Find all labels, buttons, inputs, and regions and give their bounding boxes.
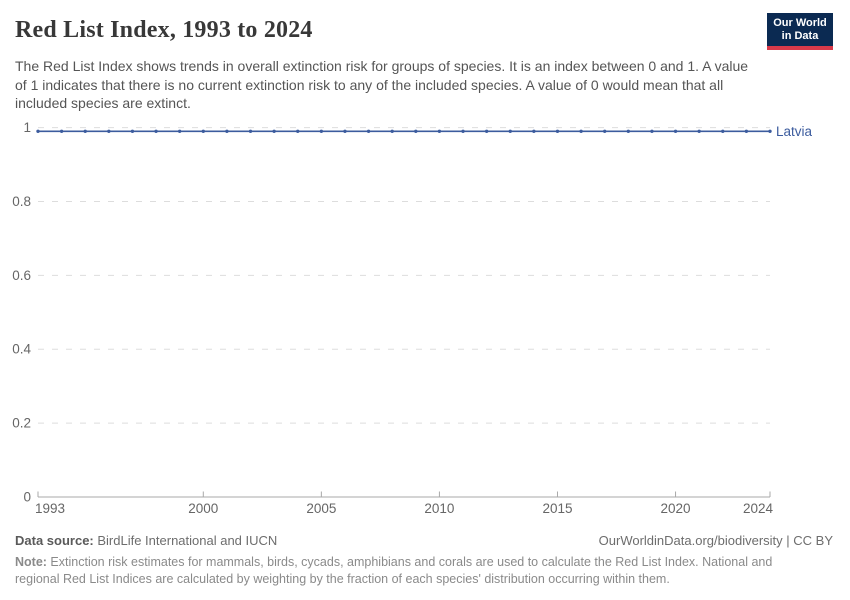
- data-point[interactable]: [272, 129, 276, 133]
- note-label: Note:: [15, 555, 47, 569]
- data-point[interactable]: [461, 129, 465, 133]
- x-tick-label: 2015: [542, 501, 572, 516]
- data-point[interactable]: [201, 129, 205, 133]
- data-point[interactable]: [83, 129, 87, 133]
- y-tick-label: 0.6: [12, 268, 31, 283]
- attribution-link[interactable]: OurWorldinData.org/biodiversity | CC BY: [598, 533, 833, 548]
- data-point[interactable]: [484, 129, 489, 133]
- y-tick-label: 0.4: [12, 342, 31, 357]
- data-point[interactable]: [673, 129, 678, 133]
- data-point[interactable]: [744, 129, 749, 133]
- data-point[interactable]: [319, 129, 324, 133]
- x-tick-label: 1993: [35, 501, 65, 516]
- y-tick-label: 1: [23, 120, 31, 135]
- x-tick-label: 2020: [661, 501, 691, 516]
- data-point[interactable]: [650, 129, 654, 133]
- data-point[interactable]: [36, 129, 40, 133]
- data-point[interactable]: [532, 129, 536, 133]
- data-point[interactable]: [697, 129, 701, 133]
- data-point[interactable]: [603, 129, 607, 133]
- chart-footer: Data source: BirdLife International and …: [15, 533, 833, 587]
- data-source: Data source: BirdLife International and …: [15, 533, 277, 548]
- data-point[interactable]: [107, 129, 111, 133]
- x-tick-label: 2010: [424, 501, 454, 516]
- source-row: Data source: BirdLife International and …: [15, 533, 833, 548]
- data-point[interactable]: [177, 129, 182, 133]
- x-tick-label: 2024: [743, 501, 774, 516]
- data-point[interactable]: [768, 129, 772, 133]
- owid-logo[interactable]: Our World in Data: [767, 13, 833, 50]
- data-point[interactable]: [555, 129, 560, 133]
- data-source-value: BirdLife International and IUCN: [93, 533, 278, 548]
- chart-note: Note: Extinction risk estimates for mamm…: [15, 554, 815, 587]
- data-point[interactable]: [343, 129, 347, 133]
- data-point[interactable]: [508, 129, 512, 133]
- data-point[interactable]: [296, 129, 300, 133]
- data-point[interactable]: [154, 129, 158, 133]
- entity-label[interactable]: Latvia: [776, 124, 813, 139]
- owid-logo-line1: Our World: [773, 16, 827, 29]
- page-title: Red List Index, 1993 to 2024: [15, 17, 313, 43]
- data-point[interactable]: [437, 129, 442, 133]
- owid-logo-line2: in Data: [781, 29, 819, 42]
- data-point[interactable]: [59, 129, 64, 133]
- data-point[interactable]: [390, 129, 394, 133]
- chart-subtitle: The Red List Index shows trends in overa…: [15, 58, 749, 111]
- data-point[interactable]: [366, 129, 371, 133]
- data-point[interactable]: [721, 129, 725, 133]
- note-text: Extinction risk estimates for mammals, b…: [15, 555, 773, 586]
- data-point[interactable]: [225, 129, 229, 133]
- data-point[interactable]: [414, 129, 418, 133]
- y-tick-label: 0: [23, 490, 31, 505]
- x-tick-label: 2000: [188, 501, 218, 516]
- y-tick-label: 0.2: [12, 416, 31, 431]
- data-point[interactable]: [248, 129, 253, 133]
- y-tick-label: 0.8: [12, 194, 31, 209]
- data-point[interactable]: [579, 129, 583, 133]
- data-point[interactable]: [626, 129, 631, 133]
- data-source-label: Data source:: [15, 533, 94, 548]
- data-point[interactable]: [130, 129, 135, 133]
- x-tick-label: 2005: [306, 501, 336, 516]
